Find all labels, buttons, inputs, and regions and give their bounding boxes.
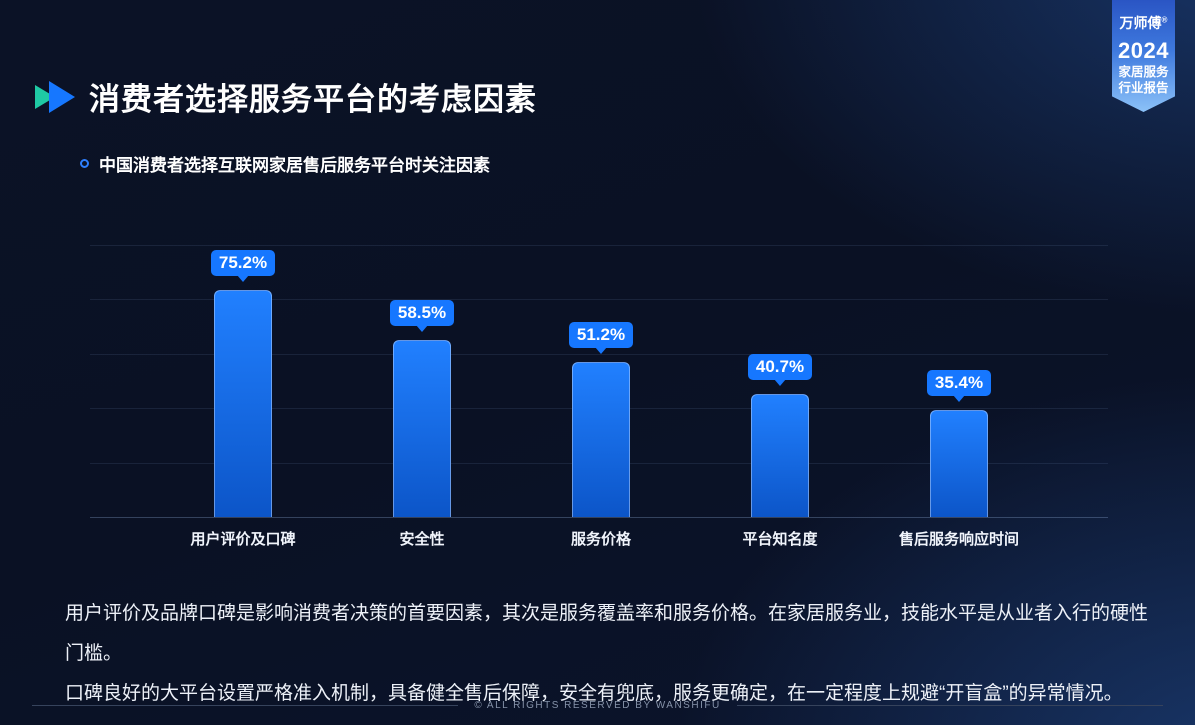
brand-name: 万师傅® [1119,15,1168,31]
note-line-2: 口碑良好的大平台设置严格准入机制，具备健全售后保障，安全有兜底，服务更确定，在一… [65,683,1123,704]
ribbon-line2: 行业报告 [1118,81,1169,95]
bar [751,394,809,517]
bar [930,410,988,517]
registered-mark: ® [1161,15,1168,25]
bar [214,290,272,517]
gridline [90,299,1108,300]
footer-left-divider [32,705,459,706]
chart-title: 中国消费者选择互联网家居售后服务平台时关注因素 [99,156,490,175]
bar-value-bubble: 40.7% [747,354,813,380]
copyright-text: © ALL RIGHTS RESERVED BY WANSHIFU [474,700,721,711]
bar-value-bubble: 35.4% [926,370,992,396]
brand-ribbon-badge: 万师傅® 2024 家居服务 行业报告 [1112,0,1175,112]
bar-chart: 75.2% 用户评价及口碑 58.5% 安全性 51.2% 服务价格 40.7% 平台知名度 3… [90,245,1108,548]
double-play-arrow-icon [35,80,81,113]
chart-column: 75.2% 用户评价及口碑 [163,245,323,548]
bar [393,340,451,517]
x-axis-baseline [90,517,1108,518]
circle-bullet-icon [80,159,89,168]
gridline [90,245,1108,246]
bar-category-label: 服务价格 [570,531,631,548]
gridline [90,354,1108,355]
chart-column: 35.4% 售后服务响应时间 [879,245,1039,548]
chart-subtitle-row: 中国消费者选择互联网家居售后服务平台时关注因素 [80,151,490,176]
bar-category-label: 用户评价及口碑 [190,531,296,548]
analysis-notes: 用户评价及品牌口碑是影响消费者决策的首要因素，其次是服务覆盖率和服务价格。在家居… [65,594,1155,714]
bar-category-label: 安全性 [399,531,445,548]
chart-column: 51.2% 服务价格 [521,245,681,548]
bar [572,362,630,517]
blue-arrow-icon [49,80,75,113]
page-footer: © ALL RIGHTS RESERVED BY WANSHIFU [32,700,1163,711]
ribbon-year: 2024 [1118,38,1169,63]
bar-value-bubble: 75.2% [210,250,276,276]
chart-column: 40.7% 平台知名度 [700,245,860,548]
footer-right-divider [736,705,1163,706]
bar-value-bubble: 58.5% [389,300,455,326]
bar-value-bubble: 51.2% [568,322,634,348]
ribbon-line1: 家居服务 [1118,65,1169,79]
bar-category-label: 平台知名度 [742,531,818,548]
chart-column: 58.5% 安全性 [342,245,502,548]
page-header: 消费者选择服务平台的考虑因素 [35,74,537,119]
page-title: 消费者选择服务平台的考虑因素 [89,82,537,117]
note-line-1: 用户评价及品牌口碑是影响消费者决策的首要因素，其次是服务覆盖率和服务价格。在家居… [65,603,1149,664]
bar-category-label: 售后服务响应时间 [898,531,1019,548]
